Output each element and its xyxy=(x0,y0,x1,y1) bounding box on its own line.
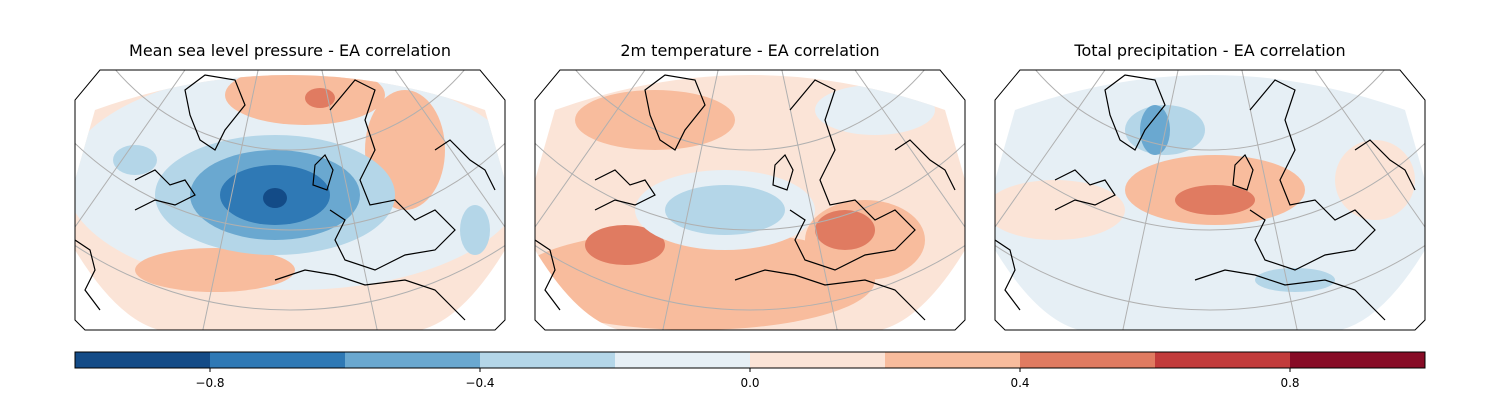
panel-title: 2m temperature - EA correlation xyxy=(620,41,879,60)
graticule xyxy=(535,70,965,151)
colorbar-bin xyxy=(210,352,345,368)
coastline xyxy=(1354,139,1416,191)
colorbar-bin xyxy=(345,352,480,368)
coastline xyxy=(312,154,334,191)
map-panel: Total precipitation - EA correlation xyxy=(994,41,1426,331)
coastline xyxy=(274,269,466,321)
coastline xyxy=(995,239,1021,311)
coastline xyxy=(644,74,706,151)
colorbar-tick-label: 0.4 xyxy=(1010,376,1029,390)
graticule xyxy=(749,70,965,330)
field-contour xyxy=(263,188,287,208)
colorbar-bin xyxy=(885,352,1020,368)
field-contour xyxy=(225,75,385,125)
map-frame xyxy=(534,69,966,331)
coastline xyxy=(1104,74,1166,151)
coastline xyxy=(434,139,496,191)
map-area xyxy=(75,70,505,330)
field xyxy=(535,75,965,330)
colorbar-tick-label: −0.4 xyxy=(465,376,494,390)
graticule xyxy=(164,70,291,330)
map-area xyxy=(535,70,965,330)
coastline xyxy=(134,169,196,211)
field-contour xyxy=(1255,268,1335,292)
coastline xyxy=(184,74,246,151)
colorbar: −0.8 −0.4 0.0 0.4 0.8 xyxy=(74,351,1426,390)
coastline xyxy=(1232,154,1254,191)
colorbar-bin xyxy=(1020,352,1155,368)
graticule xyxy=(75,70,505,311)
graticule xyxy=(995,70,1425,151)
coastline xyxy=(1194,269,1386,321)
coastline xyxy=(1249,79,1376,271)
coastline xyxy=(772,154,794,191)
colorbar-bin xyxy=(615,352,750,368)
field-contour xyxy=(460,205,490,255)
graticule xyxy=(535,70,751,330)
field-contour xyxy=(815,85,935,135)
colorbar-bin xyxy=(480,352,615,368)
panel-title: Total precipitation - EA correlation xyxy=(1073,41,1345,60)
field xyxy=(995,75,1425,330)
map-panel: Mean sea level pressure - EA correlation xyxy=(74,41,506,331)
graticule xyxy=(749,70,876,330)
graticule xyxy=(995,70,1425,311)
coastline xyxy=(894,139,956,191)
field-contour xyxy=(113,145,157,175)
colorbar-bin xyxy=(75,352,210,368)
graticule xyxy=(624,70,751,330)
field-contour xyxy=(585,225,665,265)
field-contour xyxy=(815,210,875,250)
field xyxy=(75,75,505,330)
graticule xyxy=(1209,70,1425,330)
graticule xyxy=(535,70,965,231)
map-area xyxy=(995,70,1425,330)
field-contour xyxy=(305,88,335,108)
panel-title: Mean sea level pressure - EA correlation xyxy=(129,41,451,60)
field-contour xyxy=(665,185,785,235)
graticule xyxy=(1084,70,1211,330)
coastline xyxy=(594,169,656,211)
field-contour xyxy=(1175,185,1255,215)
graticule xyxy=(289,70,416,330)
coastline xyxy=(329,79,456,271)
graticule xyxy=(289,70,505,330)
graticule xyxy=(75,70,291,330)
colorbar-bin xyxy=(1290,352,1425,368)
graticule xyxy=(995,70,1211,330)
colorbar-tick-label: 0.8 xyxy=(1280,376,1299,390)
graticule xyxy=(535,70,965,311)
colorbar-bin xyxy=(1155,352,1290,368)
graticule xyxy=(75,70,505,231)
field-contour xyxy=(135,248,295,292)
map-frame xyxy=(994,69,1426,331)
graticule xyxy=(995,70,1425,231)
coastline xyxy=(535,239,561,311)
coastline xyxy=(789,79,916,271)
graticule xyxy=(75,70,505,151)
colorbar-bin xyxy=(750,352,885,368)
coastline xyxy=(75,239,101,311)
coastline xyxy=(734,269,926,321)
map-panel: 2m temperature - EA correlation xyxy=(534,41,966,331)
field-contour xyxy=(1335,140,1415,220)
coastline xyxy=(1054,169,1116,211)
colorbar-tick-label: 0.0 xyxy=(740,376,759,390)
graticule xyxy=(1209,70,1336,330)
colorbar-tick-label: −0.8 xyxy=(195,376,224,390)
field-contour xyxy=(575,90,735,150)
map-frame xyxy=(74,69,506,331)
